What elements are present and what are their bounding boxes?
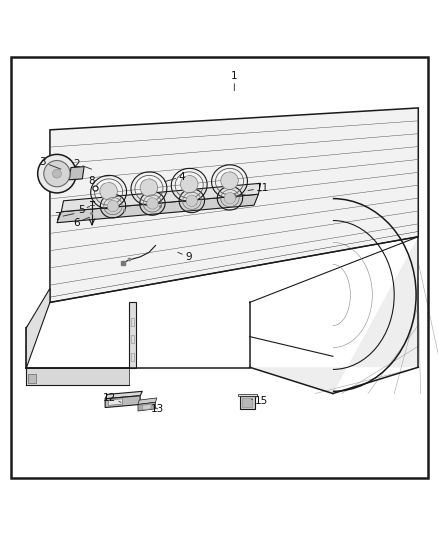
Circle shape [107, 200, 119, 212]
Polygon shape [238, 393, 257, 395]
Circle shape [38, 155, 76, 193]
Text: 9: 9 [178, 252, 192, 262]
Polygon shape [129, 302, 136, 368]
Polygon shape [242, 398, 252, 407]
Polygon shape [105, 391, 142, 399]
Polygon shape [138, 398, 157, 405]
Text: 11: 11 [248, 183, 269, 192]
Polygon shape [109, 399, 123, 405]
Circle shape [100, 182, 117, 200]
Circle shape [221, 172, 238, 189]
Polygon shape [26, 288, 50, 368]
Circle shape [44, 160, 70, 187]
Text: 15: 15 [251, 396, 268, 406]
Circle shape [186, 195, 198, 206]
Circle shape [147, 198, 158, 209]
Circle shape [224, 192, 236, 204]
Text: 2: 2 [73, 159, 92, 169]
Text: 12: 12 [103, 393, 121, 403]
Polygon shape [105, 395, 140, 408]
Polygon shape [50, 108, 418, 302]
Polygon shape [57, 194, 258, 223]
Bar [131, 335, 134, 343]
Circle shape [140, 179, 158, 197]
Text: 3: 3 [39, 157, 61, 169]
Text: 7: 7 [53, 213, 74, 222]
Bar [28, 374, 36, 383]
Text: 8: 8 [88, 176, 97, 185]
Polygon shape [250, 237, 418, 393]
Text: 4: 4 [165, 172, 185, 182]
Text: 1: 1 [231, 71, 238, 91]
Polygon shape [69, 167, 84, 180]
Polygon shape [240, 395, 255, 409]
Text: 13: 13 [151, 404, 164, 414]
Text: 6: 6 [73, 217, 89, 228]
Bar [131, 318, 134, 326]
Circle shape [180, 175, 198, 193]
Polygon shape [26, 368, 129, 385]
Bar [131, 353, 134, 361]
Polygon shape [61, 183, 261, 212]
Polygon shape [138, 402, 155, 411]
Polygon shape [142, 405, 151, 410]
Circle shape [53, 169, 61, 178]
Text: 5: 5 [78, 205, 89, 215]
